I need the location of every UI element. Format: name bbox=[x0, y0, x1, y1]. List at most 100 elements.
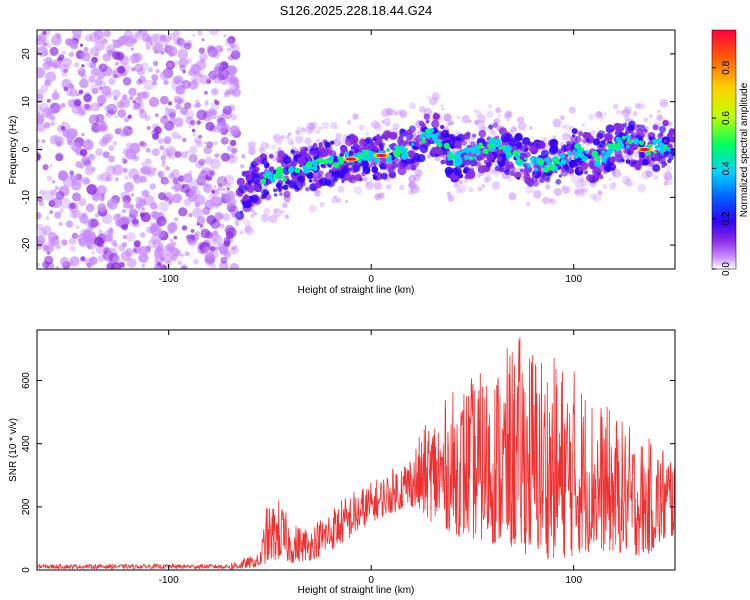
noise-blob bbox=[154, 113, 159, 118]
band-blob bbox=[324, 171, 334, 181]
band-blob bbox=[582, 138, 587, 144]
core-blob bbox=[626, 138, 631, 143]
noise-blob bbox=[188, 153, 198, 163]
halo-blob bbox=[657, 115, 663, 121]
noise-blob bbox=[173, 182, 183, 191]
band-blob bbox=[282, 184, 289, 191]
core-blob bbox=[411, 142, 415, 147]
band-blob bbox=[254, 185, 260, 191]
core-blob bbox=[323, 158, 329, 165]
noise-blob bbox=[81, 64, 85, 68]
halo-blob bbox=[634, 102, 641, 109]
halo-blob bbox=[428, 97, 437, 106]
noise-blob bbox=[181, 265, 187, 269]
noise-blob bbox=[144, 158, 152, 166]
band-blob bbox=[592, 138, 601, 146]
core-blob bbox=[595, 156, 601, 162]
band-blob bbox=[425, 119, 430, 124]
noise-blob bbox=[145, 226, 153, 234]
noise-blob bbox=[191, 128, 196, 133]
core-blob bbox=[648, 143, 652, 148]
halo-blob bbox=[334, 126, 338, 130]
noise-blob bbox=[112, 164, 124, 176]
halo-blob bbox=[489, 168, 496, 175]
halo-blob bbox=[333, 195, 338, 200]
noise-blob bbox=[229, 139, 237, 147]
band-blob bbox=[389, 144, 393, 148]
halo-blob bbox=[583, 187, 590, 193]
y-tick-label: 400 bbox=[21, 435, 32, 452]
noise-blob bbox=[82, 176, 90, 185]
halo-blob bbox=[473, 109, 477, 113]
noise-blob bbox=[193, 139, 197, 143]
halo-blob bbox=[463, 178, 469, 184]
halo-blob bbox=[528, 126, 533, 130]
halo-blob bbox=[346, 120, 352, 125]
noise-blob bbox=[183, 103, 188, 108]
halo-blob bbox=[549, 198, 557, 205]
noise-blob bbox=[131, 67, 136, 72]
band-blob bbox=[456, 133, 466, 143]
noise-blob bbox=[133, 248, 138, 253]
noise-blob bbox=[84, 103, 93, 112]
noise-blob bbox=[151, 148, 160, 157]
band-blob bbox=[405, 141, 411, 147]
band-blob bbox=[262, 193, 267, 199]
noise-blob bbox=[80, 256, 86, 262]
band-blob bbox=[635, 165, 641, 171]
band-blob bbox=[397, 161, 405, 170]
band-blob bbox=[590, 164, 595, 169]
noise-blob bbox=[193, 77, 201, 86]
noise-blob bbox=[79, 78, 89, 89]
halo-blob bbox=[474, 119, 481, 126]
noise-blob bbox=[226, 68, 232, 75]
halo-blob bbox=[525, 201, 531, 207]
halo-blob bbox=[318, 126, 322, 130]
colorbar-tick-label: 0.6 bbox=[721, 111, 732, 125]
noise-blob bbox=[210, 219, 221, 229]
band-blob bbox=[242, 195, 248, 202]
core-blob bbox=[460, 149, 465, 154]
noise-blob bbox=[97, 222, 101, 227]
core-blob bbox=[594, 160, 601, 167]
noise-blob bbox=[121, 242, 127, 248]
band-blob bbox=[671, 138, 675, 143]
noise-blob bbox=[122, 147, 131, 156]
noise-blob bbox=[102, 151, 110, 159]
noise-blob bbox=[167, 153, 172, 158]
noise-blob bbox=[204, 156, 213, 165]
noise-blob bbox=[65, 220, 74, 228]
halo-blob bbox=[478, 124, 486, 133]
noise-blob bbox=[69, 202, 76, 210]
hot-spot-core bbox=[345, 157, 356, 161]
noise-blob bbox=[222, 213, 231, 222]
band-blob bbox=[495, 135, 500, 140]
core-blob bbox=[534, 167, 538, 172]
halo-blob bbox=[331, 197, 338, 204]
halo-blob bbox=[458, 184, 467, 193]
band-blob bbox=[584, 170, 588, 175]
noise-blob bbox=[146, 36, 153, 43]
halo-blob bbox=[264, 142, 270, 148]
noise-blob bbox=[112, 51, 121, 60]
noise-blob bbox=[90, 166, 96, 172]
noise-blob bbox=[121, 209, 126, 213]
noise-blob bbox=[160, 115, 169, 125]
snr-panel: -100 0 100 0 200 400 600 Height of straight li… bbox=[8, 329, 676, 596]
noise-blob bbox=[55, 153, 64, 162]
noise-blob bbox=[159, 264, 168, 269]
noise-blob bbox=[178, 207, 188, 217]
noise-blob bbox=[37, 196, 43, 203]
spectrogram-x-label: Height of straight line (km) bbox=[298, 285, 415, 296]
noise-blob bbox=[143, 142, 147, 146]
noise-blob bbox=[195, 102, 201, 108]
band-blob bbox=[524, 176, 532, 185]
noise-blob bbox=[42, 164, 49, 171]
band-blob bbox=[577, 130, 584, 137]
noise-blob bbox=[111, 70, 120, 79]
noise-blob bbox=[200, 224, 203, 227]
noise-blob bbox=[182, 69, 186, 74]
band-blob bbox=[498, 148, 505, 155]
halo-blob bbox=[370, 120, 380, 129]
halo-blob bbox=[409, 102, 416, 110]
